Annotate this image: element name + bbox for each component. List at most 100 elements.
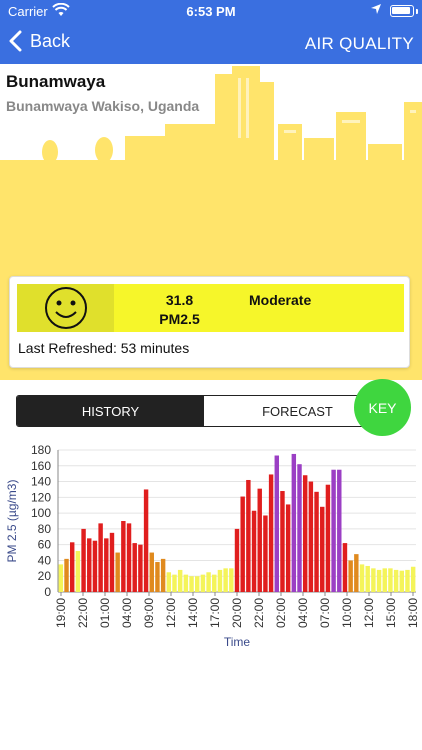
chart-bar [291, 453, 297, 592]
chart-bar [132, 543, 137, 592]
chart-bar [376, 569, 382, 592]
location-arrow-icon [370, 3, 382, 18]
location-subtitle: Bunamwaya Wakiso, Uganda [6, 98, 200, 114]
key-button[interactable]: KEY [354, 379, 411, 436]
chart-bar [58, 564, 64, 592]
air-quality-card: 31.8 PM2.5 Moderate Last Refreshed: 53 m… [9, 276, 410, 368]
location-name: Bunamwaya [6, 72, 106, 91]
chart-bar [308, 481, 314, 592]
chart-bar [302, 475, 308, 592]
chart-bar [143, 489, 149, 592]
chart-bar [126, 523, 132, 592]
chart-bar [109, 532, 115, 592]
chart-bar [160, 558, 166, 592]
pollutant-label: PM2.5 [159, 311, 200, 327]
smiley-face-icon [17, 284, 114, 332]
chart-bar [234, 528, 240, 592]
carrier-label: Carrier [8, 4, 48, 19]
page-title: AIR QUALITY [304, 34, 414, 53]
chart-bar [177, 569, 183, 592]
y-tick-label: 120 [31, 490, 51, 504]
chart-bar [75, 550, 81, 592]
x-tick-label: 18:00 [406, 598, 420, 628]
x-tick-label: 01:00 [98, 598, 112, 628]
chart-bar [217, 569, 223, 592]
chart-bar [371, 568, 376, 592]
city-skyline-illustration [42, 66, 422, 166]
chart-bar [251, 510, 257, 592]
chart-bar [325, 484, 331, 592]
x-tick-label: 09:00 [142, 598, 156, 628]
chart-bar [115, 552, 120, 592]
nav-bar: Back AIR QUALITY [0, 22, 422, 64]
chart-bar [81, 528, 86, 592]
chart-bar [382, 568, 387, 592]
chart-bar [359, 564, 365, 592]
history-forecast-toggle: HISTORY FORECAST [16, 395, 392, 427]
battery-icon [390, 5, 414, 17]
chart-bar [172, 574, 177, 592]
chart-bar [69, 542, 75, 592]
aqi-band: 31.8 PM2.5 Moderate [17, 284, 404, 332]
chart-bar [246, 479, 251, 592]
chart-bar [399, 570, 405, 592]
chevron-left-icon [9, 30, 22, 52]
x-tick-label: 02:00 [274, 598, 288, 628]
chart-bar [393, 569, 399, 592]
chart-bar [331, 469, 336, 592]
pm25-history-chart: 0 20 40 60 80 100 120 140 160 180 19:00 22:00 01:00 0… [0, 438, 422, 650]
chart-bar [212, 574, 217, 592]
chart-bar [405, 569, 410, 592]
y-tick-label: 80 [38, 522, 52, 536]
chart-bar [240, 496, 245, 592]
chart-bar [92, 540, 98, 592]
x-tick-label: 17:00 [208, 598, 222, 628]
y-tick-label: 140 [31, 475, 51, 489]
chart-bar [195, 576, 200, 592]
y-tick-label: 180 [31, 443, 51, 457]
chart-bar [257, 488, 262, 592]
chart-bar [155, 562, 160, 592]
y-tick-label: 0 [44, 585, 51, 599]
status-bar: Carrier 6:53 PM [0, 0, 422, 22]
chart-bar [200, 574, 206, 592]
chart-bar [320, 506, 325, 592]
chart-bar [64, 558, 69, 592]
y-tick-label: 40 [38, 553, 52, 567]
x-tick-label: 22:00 [252, 598, 266, 628]
chart-bar [388, 568, 393, 592]
x-tick-label: 04:00 [120, 598, 134, 628]
chart-bar [104, 538, 109, 592]
y-tick-label: 60 [38, 538, 52, 552]
pm25-value: 31.8 [165, 292, 194, 308]
chart-bar [263, 515, 268, 592]
x-tick-label: 20:00 [230, 598, 244, 628]
x-tick-label: 19:00 [54, 598, 68, 628]
y-tick-label: 100 [31, 506, 51, 520]
chart-bar [206, 572, 211, 592]
chart-bar [268, 474, 274, 592]
chart-bar [166, 572, 172, 592]
x-tick-label: 10:00 [340, 598, 354, 628]
chart-bar [274, 455, 279, 592]
x-tick-label: 14:00 [186, 598, 200, 628]
chart-bar [348, 560, 353, 592]
x-tick-label: 12:00 [362, 598, 376, 628]
chart-bar [365, 565, 370, 592]
back-label: Back [30, 30, 71, 51]
chart-bar [87, 538, 92, 592]
chart-bar [354, 554, 359, 592]
x-axis-title: Time [224, 635, 251, 649]
y-axis-title: PM 2.5 (µg/m3) [5, 480, 19, 563]
back-button[interactable]: Back [8, 30, 70, 52]
chart-bar [229, 568, 234, 592]
chart-bar [223, 568, 228, 592]
chart-bar [138, 544, 143, 592]
aqi-category: Moderate [249, 292, 312, 308]
x-tick-label: 07:00 [318, 598, 332, 628]
chart-bar [98, 523, 103, 592]
chart-bar [297, 464, 302, 592]
chart-bar [337, 469, 342, 592]
tab-history[interactable]: HISTORY [17, 396, 204, 426]
chart-bar [314, 491, 319, 592]
